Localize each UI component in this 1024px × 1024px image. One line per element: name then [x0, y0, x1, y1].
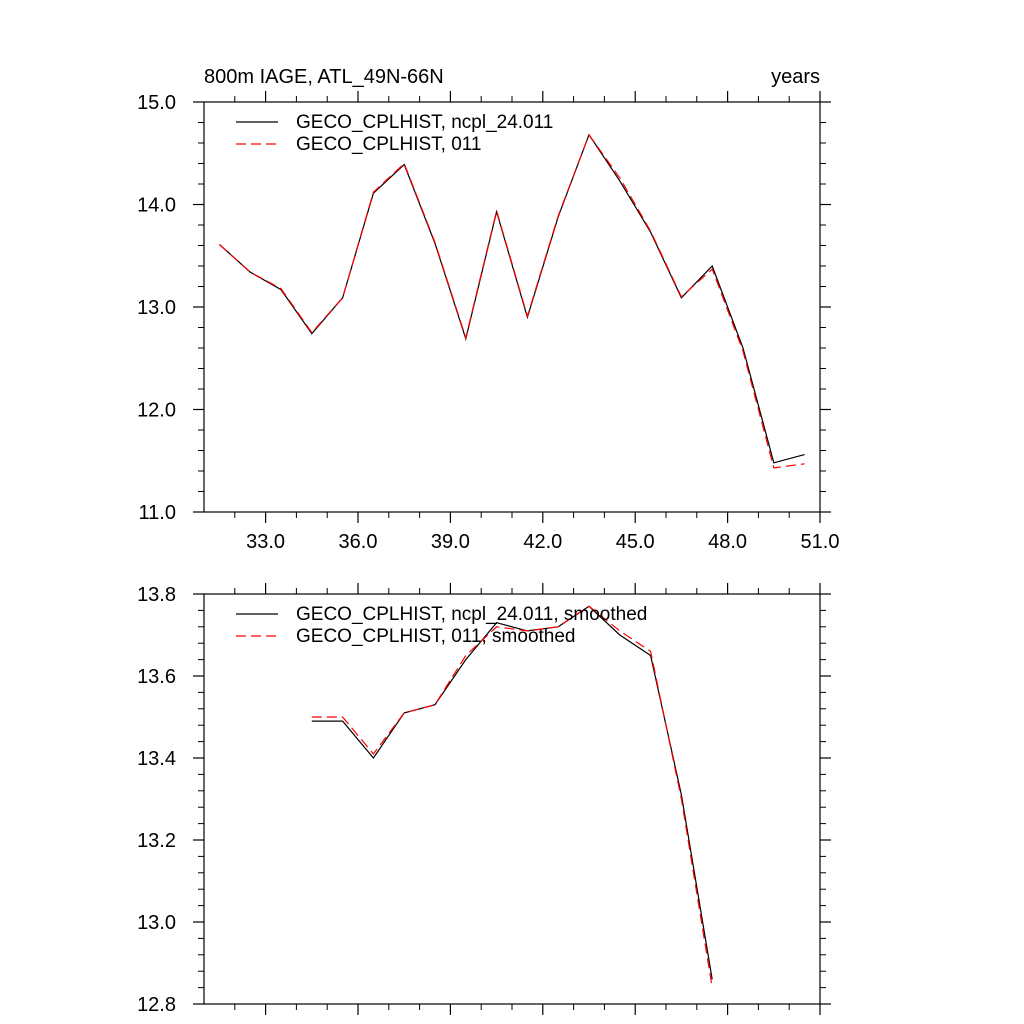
series-top	[218, 133, 805, 469]
x-tick-label: 45.0	[616, 531, 655, 553]
series-line-1	[311, 605, 713, 988]
y-tick-label: 14.0	[137, 195, 176, 217]
x-tick-label: 51.0	[801, 531, 840, 553]
units-label: years	[771, 66, 820, 88]
y-tick-label: 13.0	[137, 297, 176, 319]
legend-label-1: GECO_CPLHIST, 011, smoothed	[296, 626, 576, 647]
y-tick-label: 13.2	[137, 830, 176, 852]
y-tick-label: 13.6	[137, 666, 176, 688]
y-tick-label: 13.8	[137, 584, 176, 606]
x-tick-label: 39.0	[431, 531, 470, 553]
y-tick-label: 12.0	[137, 400, 176, 422]
series-line-0	[311, 605, 713, 980]
legend-label-1: GECO_CPLHIST, 011	[296, 134, 482, 155]
ticks-bottom: 12.8 13.0 13.2 13.4 13.6 13.8	[137, 583, 831, 1016]
y-tick-label: 11.0	[139, 502, 176, 524]
chart-title: 800m IAGE, ATL_49N-66N	[204, 66, 444, 88]
y-tick-label: 12.8	[137, 994, 176, 1016]
plot-frame-bottom	[203, 593, 821, 1005]
series-bottom	[311, 605, 713, 988]
panel-top: 800m IAGE, ATL_49N-66N years 33.0 36.0 39.…	[137, 66, 839, 553]
x-tick-label: 33.0	[246, 531, 285, 553]
panel-bottom: 12.8 13.0 13.2 13.4 13.6 13.8 GECO_CPLHIST, n…	[137, 583, 831, 1016]
series-line-1	[218, 133, 805, 469]
x-tick-label: 48.0	[708, 531, 747, 553]
legend-label-0: GECO_CPLHIST, ncpl_24.011, smoothed	[296, 604, 647, 625]
series-line-0	[218, 133, 805, 464]
ticks-top: 33.0 36.0 39.0 42.0 45.0 48.0 51.0 11.0 12.0 13.0…	[137, 91, 839, 553]
x-tick-label: 36.0	[339, 531, 378, 553]
y-tick-label: 13.0	[137, 912, 176, 934]
x-tick-label: 42.0	[523, 531, 562, 553]
legend-bottom: GECO_CPLHIST, ncpl_24.011, smoothedGECO_…	[236, 604, 647, 647]
legend-label-0: GECO_CPLHIST, ncpl_24.011	[296, 112, 553, 133]
y-tick-label: 15.0	[137, 92, 176, 114]
y-tick-label: 13.4	[137, 748, 176, 770]
